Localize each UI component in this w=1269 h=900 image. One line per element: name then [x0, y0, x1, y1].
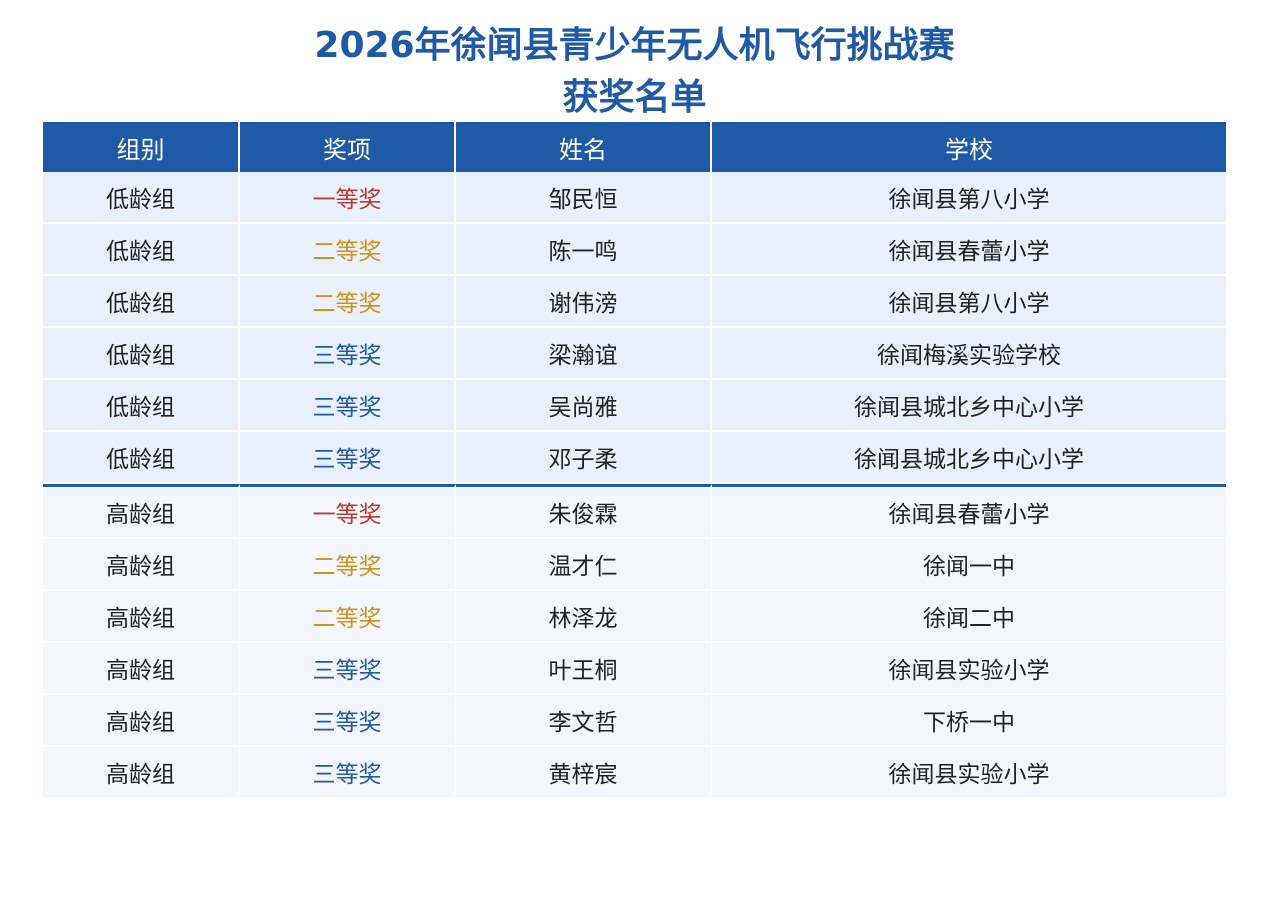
table-header-row: 组别 奖项 姓名 学校	[43, 122, 1226, 172]
table-row: 高龄组 三等奖 李文哲 下桥一中	[43, 695, 1226, 747]
cell-school: 徐闻县城北乡中心小学	[712, 380, 1226, 432]
cell-name: 叶王桐	[456, 643, 712, 695]
table-row: 高龄组 一等奖 朱俊霖 徐闻县春蕾小学	[43, 484, 1226, 539]
table-row: 低龄组 一等奖 邹民恒 徐闻县第八小学	[43, 172, 1226, 224]
table-row: 低龄组 三等奖 吴尚雅 徐闻县城北乡中心小学	[43, 380, 1226, 432]
cell-name: 林泽龙	[456, 591, 712, 643]
cell-group: 低龄组	[43, 380, 240, 432]
cell-group: 高龄组	[43, 747, 240, 799]
cell-school: 徐闻县实验小学	[712, 747, 1226, 799]
cell-name: 陈一鸣	[456, 224, 712, 276]
header-name: 姓名	[456, 122, 712, 172]
cell-school: 下桥一中	[712, 695, 1226, 747]
cell-name: 李文哲	[456, 695, 712, 747]
cell-award: 二等奖	[240, 224, 456, 276]
table-row: 高龄组 二等奖 林泽龙 徐闻二中	[43, 591, 1226, 643]
awards-table: 组别 奖项 姓名 学校 低龄组 一等奖 邹民恒 徐闻县第八小学 低龄组 二等奖 …	[43, 122, 1226, 799]
cell-school: 徐闻一中	[712, 539, 1226, 591]
table-row: 低龄组 二等奖 陈一鸣 徐闻县春蕾小学	[43, 224, 1226, 276]
cell-school: 徐闻县第八小学	[712, 276, 1226, 328]
cell-group: 高龄组	[43, 695, 240, 747]
cell-group: 高龄组	[43, 643, 240, 695]
cell-group: 低龄组	[43, 224, 240, 276]
header-award: 奖项	[240, 122, 456, 172]
table-row: 高龄组 二等奖 温才仁 徐闻一中	[43, 539, 1226, 591]
cell-school: 徐闻县城北乡中心小学	[712, 432, 1226, 484]
cell-school: 徐闻梅溪实验学校	[712, 328, 1226, 380]
cell-award: 三等奖	[240, 643, 456, 695]
cell-school: 徐闻县实验小学	[712, 643, 1226, 695]
cell-award: 三等奖	[240, 380, 456, 432]
table-row: 低龄组 三等奖 梁瀚谊 徐闻梅溪实验学校	[43, 328, 1226, 380]
cell-school: 徐闻县春蕾小学	[712, 484, 1226, 539]
cell-award: 二等奖	[240, 591, 456, 643]
cell-award: 三等奖	[240, 747, 456, 799]
cell-award: 三等奖	[240, 432, 456, 484]
table-row: 高龄组 三等奖 叶王桐 徐闻县实验小学	[43, 643, 1226, 695]
cell-group: 高龄组	[43, 591, 240, 643]
table-row: 低龄组 二等奖 谢伟滂 徐闻县第八小学	[43, 276, 1226, 328]
header-group: 组别	[43, 122, 240, 172]
cell-group: 高龄组	[43, 539, 240, 591]
cell-name: 邓子柔	[456, 432, 712, 484]
cell-award: 二等奖	[240, 539, 456, 591]
cell-award: 三等奖	[240, 328, 456, 380]
page-title: 2026年徐闻县青少年无人机飞行挑战赛	[314, 25, 955, 66]
header-school: 学校	[712, 122, 1226, 172]
table-row: 高龄组 三等奖 黄梓宸 徐闻县实验小学	[43, 747, 1226, 799]
cell-name: 邹民恒	[456, 172, 712, 224]
cell-school: 徐闻县第八小学	[712, 172, 1226, 224]
cell-group: 高龄组	[43, 484, 240, 539]
cell-school: 徐闻二中	[712, 591, 1226, 643]
cell-award: 一等奖	[240, 484, 456, 539]
cell-group: 低龄组	[43, 276, 240, 328]
cell-name: 温才仁	[456, 539, 712, 591]
cell-award: 三等奖	[240, 695, 456, 747]
cell-award: 二等奖	[240, 276, 456, 328]
cell-group: 低龄组	[43, 432, 240, 484]
cell-school: 徐闻县春蕾小学	[712, 224, 1226, 276]
cell-name: 谢伟滂	[456, 276, 712, 328]
cell-name: 吴尚雅	[456, 380, 712, 432]
cell-name: 梁瀚谊	[456, 328, 712, 380]
table-row: 低龄组 三等奖 邓子柔 徐闻县城北乡中心小学	[43, 432, 1226, 484]
cell-award: 一等奖	[240, 172, 456, 224]
cell-group: 低龄组	[43, 172, 240, 224]
page-subtitle: 获奖名单	[562, 77, 707, 118]
cell-name: 朱俊霖	[456, 484, 712, 539]
cell-group: 低龄组	[43, 328, 240, 380]
cell-name: 黄梓宸	[456, 747, 712, 799]
